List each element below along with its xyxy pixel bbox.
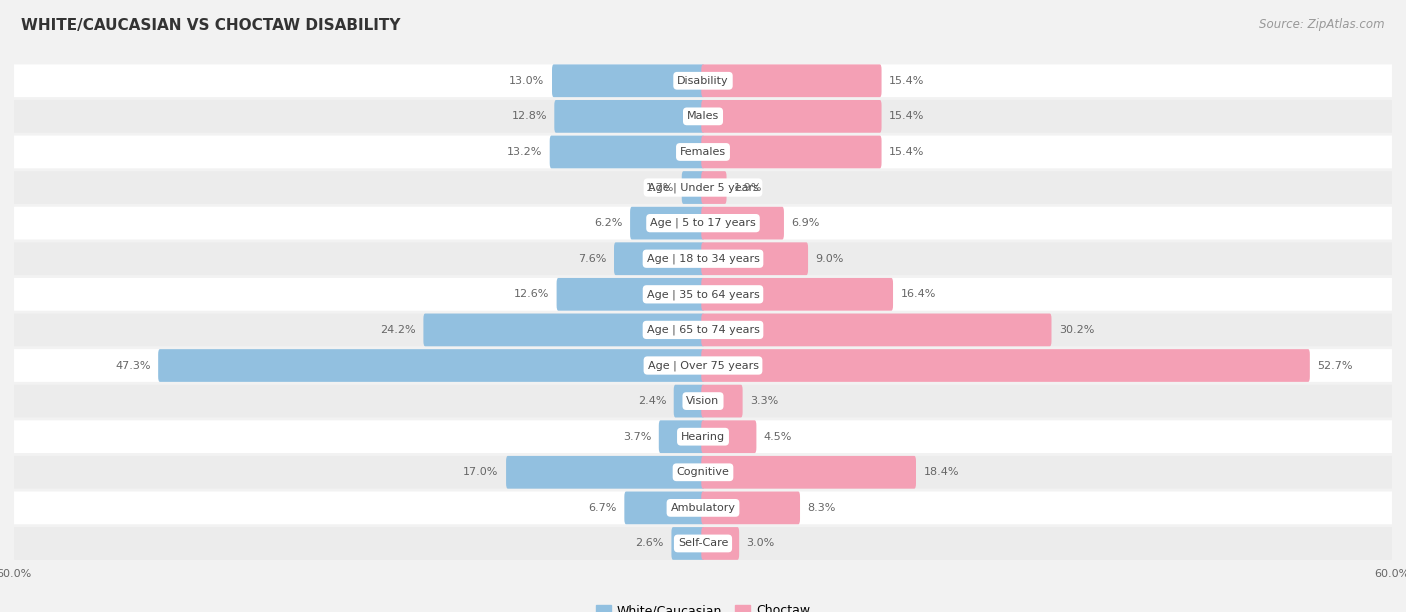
Text: 15.4%: 15.4% bbox=[889, 76, 924, 86]
Text: 12.8%: 12.8% bbox=[512, 111, 547, 121]
FancyBboxPatch shape bbox=[702, 491, 800, 524]
FancyBboxPatch shape bbox=[630, 207, 704, 239]
FancyBboxPatch shape bbox=[702, 136, 882, 168]
FancyBboxPatch shape bbox=[14, 527, 1392, 560]
Text: 16.4%: 16.4% bbox=[900, 289, 936, 299]
Text: Males: Males bbox=[688, 111, 718, 121]
Text: Self-Care: Self-Care bbox=[678, 539, 728, 548]
Text: Age | Over 75 years: Age | Over 75 years bbox=[648, 360, 758, 371]
FancyBboxPatch shape bbox=[702, 385, 742, 417]
Text: 6.2%: 6.2% bbox=[595, 218, 623, 228]
Text: 12.6%: 12.6% bbox=[513, 289, 550, 299]
FancyBboxPatch shape bbox=[14, 64, 1392, 97]
FancyBboxPatch shape bbox=[14, 349, 1392, 382]
Text: 7.6%: 7.6% bbox=[578, 254, 606, 264]
FancyBboxPatch shape bbox=[157, 349, 704, 382]
FancyBboxPatch shape bbox=[14, 278, 1392, 311]
Text: Hearing: Hearing bbox=[681, 431, 725, 442]
Text: Age | 5 to 17 years: Age | 5 to 17 years bbox=[650, 218, 756, 228]
FancyBboxPatch shape bbox=[672, 527, 704, 560]
FancyBboxPatch shape bbox=[14, 491, 1392, 524]
Text: 30.2%: 30.2% bbox=[1059, 325, 1094, 335]
Text: 47.3%: 47.3% bbox=[115, 360, 150, 370]
FancyBboxPatch shape bbox=[702, 278, 893, 311]
FancyBboxPatch shape bbox=[550, 136, 704, 168]
Text: 9.0%: 9.0% bbox=[815, 254, 844, 264]
Text: 13.0%: 13.0% bbox=[509, 76, 544, 86]
FancyBboxPatch shape bbox=[14, 136, 1392, 168]
Text: 6.9%: 6.9% bbox=[792, 218, 820, 228]
Text: Vision: Vision bbox=[686, 396, 720, 406]
Legend: White/Caucasian, Choctaw: White/Caucasian, Choctaw bbox=[596, 604, 810, 612]
Text: WHITE/CAUCASIAN VS CHOCTAW DISABILITY: WHITE/CAUCASIAN VS CHOCTAW DISABILITY bbox=[21, 18, 401, 34]
FancyBboxPatch shape bbox=[624, 491, 704, 524]
Text: 15.4%: 15.4% bbox=[889, 147, 924, 157]
Text: 4.5%: 4.5% bbox=[763, 431, 792, 442]
Text: 15.4%: 15.4% bbox=[889, 111, 924, 121]
FancyBboxPatch shape bbox=[702, 171, 727, 204]
Text: Age | 18 to 34 years: Age | 18 to 34 years bbox=[647, 253, 759, 264]
Text: 3.3%: 3.3% bbox=[749, 396, 779, 406]
Text: 3.0%: 3.0% bbox=[747, 539, 775, 548]
Text: 52.7%: 52.7% bbox=[1317, 360, 1353, 370]
FancyBboxPatch shape bbox=[702, 527, 740, 560]
Text: Age | Under 5 years: Age | Under 5 years bbox=[648, 182, 758, 193]
Text: Ambulatory: Ambulatory bbox=[671, 503, 735, 513]
Text: 18.4%: 18.4% bbox=[924, 468, 959, 477]
FancyBboxPatch shape bbox=[14, 385, 1392, 417]
Text: 1.7%: 1.7% bbox=[645, 182, 675, 193]
Text: 13.2%: 13.2% bbox=[508, 147, 543, 157]
Text: Age | 35 to 64 years: Age | 35 to 64 years bbox=[647, 289, 759, 300]
FancyBboxPatch shape bbox=[14, 242, 1392, 275]
FancyBboxPatch shape bbox=[506, 456, 704, 488]
FancyBboxPatch shape bbox=[682, 171, 704, 204]
FancyBboxPatch shape bbox=[14, 100, 1392, 133]
Text: 2.4%: 2.4% bbox=[638, 396, 666, 406]
FancyBboxPatch shape bbox=[659, 420, 704, 453]
Text: Females: Females bbox=[681, 147, 725, 157]
FancyBboxPatch shape bbox=[702, 242, 808, 275]
Text: Disability: Disability bbox=[678, 76, 728, 86]
FancyBboxPatch shape bbox=[14, 207, 1392, 239]
FancyBboxPatch shape bbox=[14, 171, 1392, 204]
Text: 2.6%: 2.6% bbox=[636, 539, 664, 548]
Text: 1.9%: 1.9% bbox=[734, 182, 762, 193]
Text: 17.0%: 17.0% bbox=[463, 468, 499, 477]
Text: Age | 65 to 74 years: Age | 65 to 74 years bbox=[647, 324, 759, 335]
FancyBboxPatch shape bbox=[554, 100, 704, 133]
Text: 24.2%: 24.2% bbox=[380, 325, 416, 335]
FancyBboxPatch shape bbox=[702, 100, 882, 133]
Text: Cognitive: Cognitive bbox=[676, 468, 730, 477]
FancyBboxPatch shape bbox=[702, 456, 915, 488]
FancyBboxPatch shape bbox=[702, 64, 882, 97]
Text: 6.7%: 6.7% bbox=[589, 503, 617, 513]
FancyBboxPatch shape bbox=[14, 313, 1392, 346]
FancyBboxPatch shape bbox=[14, 456, 1392, 488]
Text: 8.3%: 8.3% bbox=[807, 503, 835, 513]
FancyBboxPatch shape bbox=[423, 313, 704, 346]
Text: Source: ZipAtlas.com: Source: ZipAtlas.com bbox=[1260, 18, 1385, 31]
FancyBboxPatch shape bbox=[553, 64, 704, 97]
FancyBboxPatch shape bbox=[702, 420, 756, 453]
FancyBboxPatch shape bbox=[702, 349, 1310, 382]
FancyBboxPatch shape bbox=[702, 207, 785, 239]
FancyBboxPatch shape bbox=[673, 385, 704, 417]
FancyBboxPatch shape bbox=[702, 313, 1052, 346]
FancyBboxPatch shape bbox=[14, 420, 1392, 453]
FancyBboxPatch shape bbox=[557, 278, 704, 311]
FancyBboxPatch shape bbox=[614, 242, 704, 275]
Text: 3.7%: 3.7% bbox=[623, 431, 651, 442]
